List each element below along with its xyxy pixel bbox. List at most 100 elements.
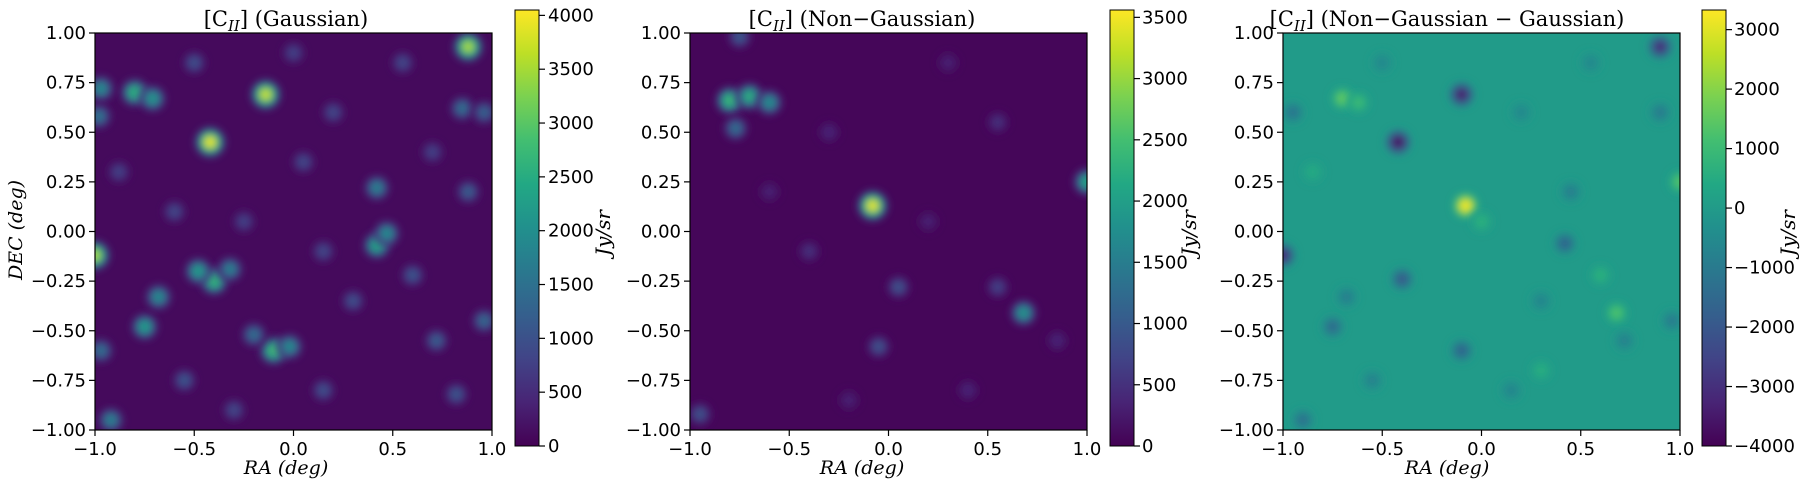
emission-source <box>421 140 444 164</box>
colorbar-tick-label: 0 <box>1142 436 1153 457</box>
emission-source <box>723 116 748 141</box>
emission-source <box>838 389 860 411</box>
emission-source <box>728 33 752 49</box>
x-tick-label: 1.0 <box>478 439 507 460</box>
panel-title: [CII] (Non−Gaussian − Gaussian) <box>1270 7 1625 35</box>
colorbar-gradient <box>1701 9 1727 447</box>
colorbar: 0 500 1000 1500 2000 2500 3000 3500 4000 <box>514 5 594 457</box>
colorbar: −4000 −3000 −2000 −1000 0 1000 2000 3000 <box>1701 9 1795 457</box>
emission-source <box>364 175 390 201</box>
y-tick-label: 0.50 <box>46 122 86 143</box>
emission-source <box>453 33 483 62</box>
x-tick-label: 0.0 <box>279 439 308 460</box>
emission-source <box>98 407 124 430</box>
emission-source <box>472 100 492 125</box>
colorbar-tick-label: 2500 <box>1142 130 1188 151</box>
emission-source <box>145 284 172 310</box>
title-main: [C <box>204 7 228 31</box>
y-tick-label: −0.50 <box>1219 321 1274 342</box>
emission-source <box>1302 161 1324 183</box>
title-rest: ] (Non−Gaussian) <box>785 7 976 31</box>
heatmap-image <box>1283 33 1680 430</box>
heatmap-image <box>690 33 1087 430</box>
emission-source <box>374 220 400 247</box>
colorbar-tick-label: 3500 <box>548 59 594 80</box>
title-main: [C <box>1270 7 1294 31</box>
x-axis: −1.0 −0.5 0.0 0.5 1.0 <box>668 430 1101 460</box>
y-tick-label: 0.25 <box>641 172 681 193</box>
y-tick-label: −0.50 <box>31 321 86 342</box>
colorbar-tick-label: 2000 <box>1142 191 1188 212</box>
x-tick-label: 0.5 <box>973 439 1002 460</box>
title-sub: II <box>227 17 241 35</box>
emission-source <box>957 379 979 402</box>
emission-source <box>1580 52 1602 74</box>
y-tick-label: 0.00 <box>46 222 86 243</box>
x-tick-label: 0.0 <box>874 439 903 460</box>
emission-source <box>321 101 345 124</box>
x-axis-label: RA (deg) <box>243 457 328 479</box>
emission-source <box>292 150 315 174</box>
emission-source <box>95 338 113 363</box>
emission-source <box>917 210 939 233</box>
x-tick-label: −0.5 <box>767 439 811 460</box>
y-tick-label: 1.00 <box>1234 23 1274 44</box>
panel-title: [CII] (Non−Gaussian) <box>749 7 976 35</box>
emission-source <box>95 104 112 129</box>
emission-source <box>172 368 196 392</box>
emission-source <box>1661 309 1680 332</box>
emission-source <box>1589 264 1612 286</box>
colorbar-tick-label: 3000 <box>548 113 594 134</box>
title-main: [C <box>749 7 773 31</box>
emission-source <box>276 333 303 360</box>
emission-source <box>818 121 840 143</box>
y-tick-label: 0.75 <box>46 73 86 94</box>
emission-source <box>756 89 783 116</box>
emission-source <box>282 41 305 64</box>
y-tick-label: 0.50 <box>1234 122 1274 143</box>
emission-source <box>690 402 712 426</box>
emission-source <box>1448 81 1475 108</box>
emission-source <box>886 275 910 299</box>
emission-source <box>1500 379 1522 402</box>
panel-difference: [CII] (Non−Gaussian − Gaussian) −1.0 −0.5… <box>1219 7 1800 479</box>
title-sub: II <box>772 17 786 35</box>
colorbar-tick-label: 3500 <box>1142 7 1188 28</box>
x-axis: −1.0 −0.5 0.0 0.5 1.0 <box>73 430 506 460</box>
emission-source <box>1321 315 1344 339</box>
emission-source <box>312 240 335 263</box>
emission-source <box>1450 339 1474 363</box>
colorbar-tick-label: 2500 <box>548 167 594 188</box>
emission-source <box>1559 180 1582 203</box>
emission-source <box>1553 231 1577 255</box>
emission-source <box>424 329 449 353</box>
colorbar-gradient <box>514 9 540 447</box>
colorbar-tick-label: −1000 <box>1734 258 1795 279</box>
emission-source <box>1283 242 1296 268</box>
y-tick-label: −1.00 <box>626 420 681 441</box>
y-tick-label: 0.75 <box>1234 73 1274 94</box>
emission-source <box>95 75 114 102</box>
colorbar-tick-label: 1000 <box>1142 314 1188 335</box>
title-rest: ] (Gaussian) <box>240 7 368 31</box>
colorbar-tick-label: 0 <box>1734 198 1745 219</box>
emission-source <box>1283 101 1304 124</box>
emission-source <box>1390 267 1414 291</box>
colorbar-tick-label: 1500 <box>548 275 594 296</box>
emission-source <box>1331 87 1354 110</box>
emission-source <box>1649 101 1672 124</box>
emission-source <box>736 83 764 110</box>
colorbar-tick-label: 2000 <box>548 221 594 242</box>
x-tick-label: 1.0 <box>1073 439 1102 460</box>
emission-source <box>937 52 959 74</box>
colorbar-gradient <box>1109 9 1135 447</box>
y-tick-label: −0.75 <box>1219 370 1274 391</box>
colorbar-label: Jy/sr <box>1776 209 1800 260</box>
colorbar: 0 500 1000 1500 2000 2500 3000 3500 <box>1109 7 1188 457</box>
colorbar-label: Jy/sr <box>591 209 615 260</box>
x-tick-label: 1.0 <box>1666 439 1695 460</box>
emission-source <box>1530 290 1552 312</box>
x-tick-label: −1.0 <box>668 439 712 460</box>
y-tick-label: 0.50 <box>641 122 681 143</box>
